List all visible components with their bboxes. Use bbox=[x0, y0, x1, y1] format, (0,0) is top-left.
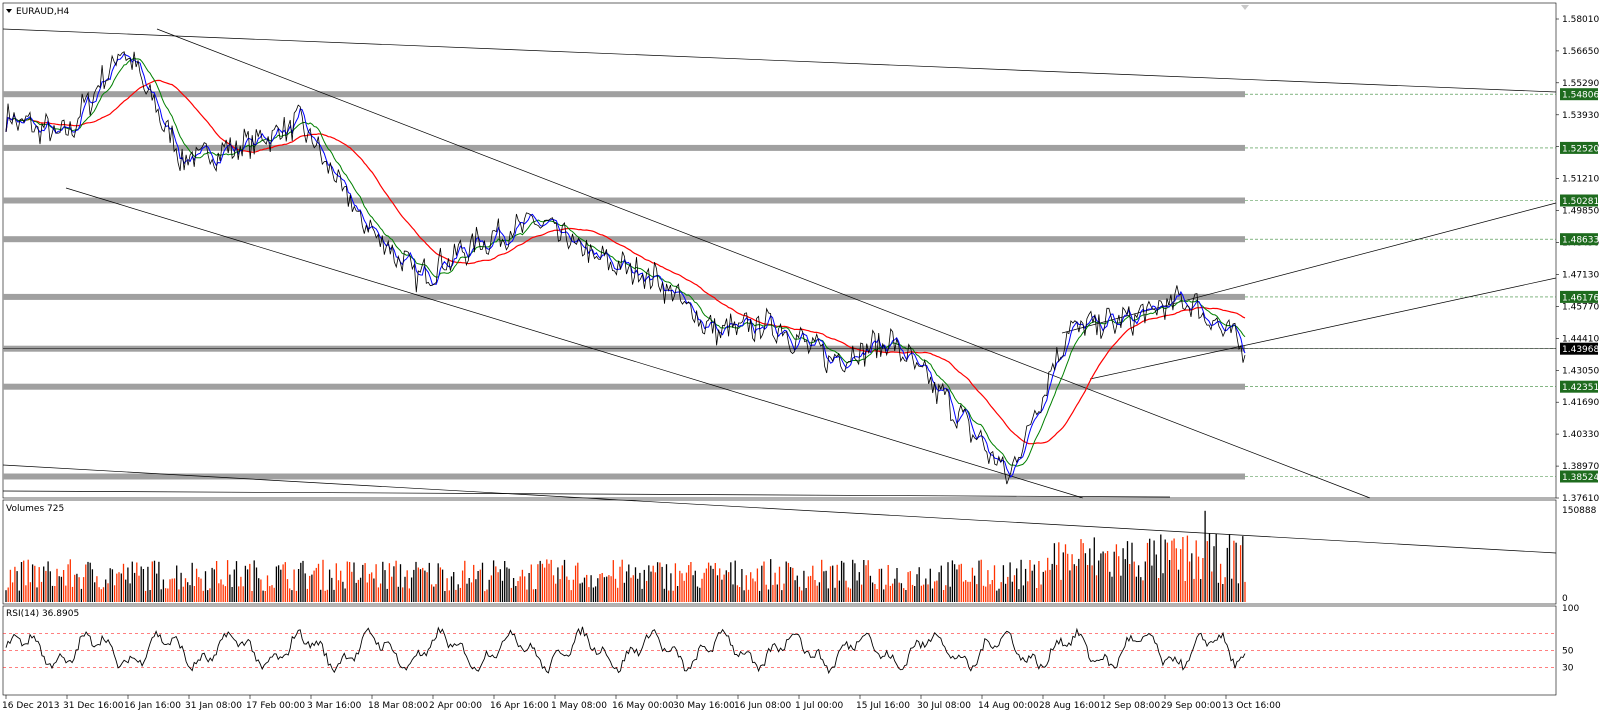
trend-line-channel-top bbox=[156, 28, 1371, 499]
trend-line-rising-lower bbox=[1089, 277, 1557, 380]
level-labels: 1.54806 1.52520 1.50281 1.48633 1.46176 1.423… bbox=[3, 88, 1599, 483]
time-tick-label: 30 May 16:00 bbox=[673, 701, 735, 711]
price-tick-label: 1.43050 bbox=[1562, 366, 1599, 376]
price-tick-label: 1.44410 bbox=[1562, 334, 1599, 344]
price-tick-label: 1.51210 bbox=[1562, 175, 1599, 185]
level-label: 1.52520 bbox=[1562, 144, 1599, 154]
price-tick-label: 1.49850 bbox=[1562, 207, 1599, 217]
level-label-bg bbox=[1560, 290, 1598, 303]
rsi-series bbox=[5, 626, 1246, 675]
trend-line-channel-bottom bbox=[65, 187, 1084, 499]
time-tick-label: 16 Apr 16:00 bbox=[490, 701, 549, 711]
level-band bbox=[3, 197, 1245, 204]
price-tick-label: 1.45770 bbox=[1562, 302, 1599, 312]
price-tick-label: 1.47130 bbox=[1562, 271, 1599, 281]
price-tick-label: 1.56650 bbox=[1562, 47, 1599, 57]
volume-title: Volumes 725 bbox=[6, 504, 64, 514]
level-label: 1.38524 bbox=[1562, 473, 1599, 483]
volume-bars bbox=[5, 510, 1246, 602]
time-tick-label: 14 Aug 00:00 bbox=[978, 701, 1039, 711]
level-label-bg bbox=[1560, 88, 1598, 101]
rsi-title: RSI(14) 36.8905 bbox=[6, 609, 79, 619]
current-price-label: 1.43968 bbox=[1562, 345, 1599, 355]
level-label-bg bbox=[1560, 380, 1598, 393]
level-label-bg bbox=[1560, 141, 1598, 154]
rsi-tick-label: 100 bbox=[1562, 604, 1579, 614]
level-band bbox=[3, 473, 1245, 480]
level-band bbox=[3, 383, 1245, 390]
time-tick-label: 31 Jan 08:00 bbox=[185, 701, 242, 711]
rsi-line bbox=[5, 626, 1246, 675]
trend-line-upper-long bbox=[2, 28, 1557, 93]
time-axis: 16 Dec 2013 31 Dec 16:00 16 Jan 16:00 31 Ja… bbox=[2, 695, 1281, 711]
level-label-bg bbox=[1560, 194, 1598, 207]
price-tick-label: 1.40330 bbox=[1562, 430, 1599, 440]
price-tick-label: 1.41690 bbox=[1562, 398, 1599, 408]
level-band bbox=[3, 236, 1245, 243]
volume-tick-label-max: 150888 bbox=[1562, 506, 1597, 516]
ma-fast-line bbox=[5, 52, 1246, 478]
price-series bbox=[5, 51, 1246, 485]
rsi-tick-label: 50 bbox=[1562, 647, 1574, 657]
chart-shift-marker-icon[interactable] bbox=[1241, 5, 1249, 10]
level-band bbox=[3, 144, 1245, 151]
level-label: 1.50281 bbox=[1562, 197, 1599, 207]
dropdown-arrow-icon[interactable] bbox=[6, 9, 12, 13]
time-tick-label: 18 Mar 08:00 bbox=[368, 701, 428, 711]
rsi-tick-label: 30 bbox=[1562, 664, 1574, 674]
price-tick-label: 1.53930 bbox=[1562, 111, 1599, 121]
time-tick-label: 16 Jun 08:00 bbox=[734, 701, 791, 711]
symbol-label: EURAUD,H4 bbox=[16, 7, 69, 17]
price-tick-label: 1.38970 bbox=[1562, 462, 1599, 472]
level-label: 1.54806 bbox=[1562, 91, 1599, 101]
level-label: 1.46176 bbox=[1562, 293, 1599, 303]
time-tick-label: 29 Sep 00:00 bbox=[1161, 701, 1221, 711]
time-tick-label: 16 May 00:00 bbox=[612, 701, 674, 711]
level-label-bg bbox=[1560, 470, 1598, 483]
price-tick-label: 1.55290 bbox=[1562, 79, 1599, 89]
trend-line-rising-upper bbox=[1061, 202, 1557, 334]
price-panel bbox=[2, 2, 1557, 499]
time-tick-label: 12 Sep 08:00 bbox=[1100, 701, 1160, 711]
time-tick-label: 17 Feb 00:00 bbox=[246, 701, 305, 711]
time-tick-label: 28 Aug 16:00 bbox=[1039, 701, 1100, 711]
time-tick-label: 15 Jul 16:00 bbox=[856, 701, 910, 711]
ma-slow-line bbox=[5, 79, 1246, 445]
time-tick-label: 16 Jan 16:00 bbox=[124, 701, 181, 711]
trend-lines bbox=[2, 28, 1557, 554]
rsi-axis: 100 50 30 bbox=[1562, 604, 1579, 674]
level-label-bg bbox=[1560, 233, 1598, 246]
time-tick-label: 3 Mar 16:00 bbox=[307, 701, 362, 711]
time-tick-label: 30 Jul 08:00 bbox=[917, 701, 971, 711]
price-tick-label: 1.37610 bbox=[1562, 494, 1599, 504]
volume-axis: 150888 0 bbox=[1562, 506, 1597, 604]
time-tick-label: 1 May 08:00 bbox=[551, 701, 607, 711]
price-tick-label: 1.58010 bbox=[1562, 15, 1599, 25]
time-tick-label: 31 Dec 16:00 bbox=[63, 701, 124, 711]
level-label: 1.42351 bbox=[1562, 383, 1599, 393]
level-label: 1.48633 bbox=[1562, 236, 1599, 246]
time-tick-label: 2 Apr 00:00 bbox=[429, 701, 482, 711]
level-band bbox=[3, 293, 1245, 300]
time-tick-label: 1 Jul 00:00 bbox=[795, 701, 844, 711]
level-band bbox=[3, 91, 1245, 98]
price-line bbox=[5, 51, 1246, 485]
time-tick-label: 16 Dec 2013 bbox=[2, 701, 60, 711]
current-price-label-bg bbox=[1560, 342, 1598, 355]
time-tick-label: 13 Oct 16:00 bbox=[1222, 701, 1281, 711]
trend-line-bottom-flat bbox=[2, 490, 1171, 498]
trend-line-lower-long bbox=[2, 464, 1557, 554]
volume-tick-label-min: 0 bbox=[1562, 594, 1568, 604]
